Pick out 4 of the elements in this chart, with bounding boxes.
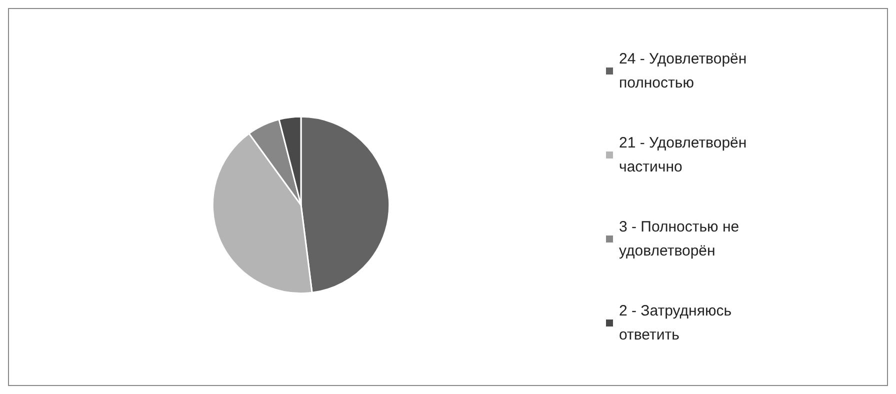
legend-label: 3 - Полностью не удовлетворён xyxy=(619,218,744,260)
legend-label: 24 - Удовлетворён полностью xyxy=(619,50,751,92)
legend-label: 21 - Удовлетворён частично xyxy=(619,134,751,176)
legend-label: 2 - Затрудняюсь ответить xyxy=(619,302,736,344)
